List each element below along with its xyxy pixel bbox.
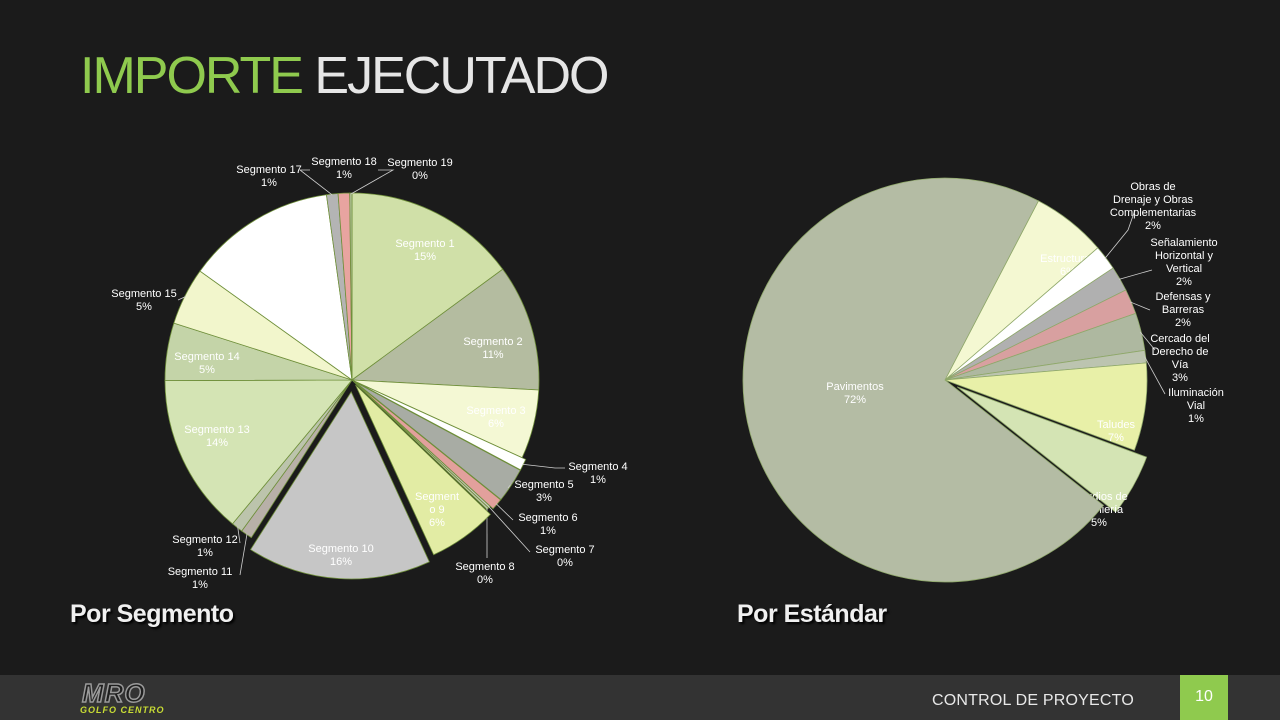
- pie-label-cercado-del-derecho-de-via: Cercado del Derecho de Vía 3%: [1139, 331, 1210, 384]
- pie-chart-por-segmento: Segmento 1 15% Segmento 2 11% Segmento 3 6% Se…: [111, 156, 627, 591]
- footer-text: CONTROL DE PROYECTO: [931, 692, 1134, 709]
- pie-label-obras-de-drenaje-y-obras-complementarias: Obras de Drenaje y Obras Complementarias 2%: [1104, 181, 1197, 259]
- pie-label-text-segmento-9: Segment o 9 6%: [415, 491, 459, 529]
- leader-line-segmento-5: [507, 484, 511, 489]
- leader-line-segmento-15: [177, 296, 186, 301]
- pie-label-segmento-2: Segmento 2 11%: [463, 336, 522, 361]
- pie-label-segmento-15: Segmento 15 5%: [111, 288, 186, 313]
- pie-label-text-segmento-7: Segmento 7 0%: [535, 544, 594, 569]
- leader-line-segmento-12: [237, 526, 241, 544]
- title-word-1: IMPORTE: [80, 47, 304, 105]
- pie-label-text-taludes: Taludes 7%: [1097, 419, 1135, 444]
- pie-label-text-segmento-17: Segmento 17 1%: [236, 164, 301, 189]
- pie-label-text-segmento-12: Segmento 12 1%: [172, 534, 237, 559]
- pie-label-segmento-13: Segmento 13 14%: [184, 424, 249, 449]
- pie-chart-por-estandar: Estructuras 6%Obras de Drenaje y Obras Comp…: [742, 177, 1224, 583]
- pie-label-segmento-17: Segmento 17 1%: [236, 164, 333, 196]
- leader-line-iluminacion-vial: [1144, 356, 1166, 395]
- footer-bar: [0, 675, 1280, 720]
- pie-label-text-segmento-19: Segmento 19 0%: [387, 157, 452, 182]
- pie-label-text-segmento-8: Segmento 8 0%: [455, 561, 514, 586]
- leader-line-defensas-y-barreras: [1130, 301, 1151, 311]
- pie-label-pavimentos: Pavimentos 72%: [826, 381, 884, 406]
- page-number: 10: [1180, 675, 1228, 720]
- pie-label-text-cercado-del-derecho-de-via: Cercado del Derecho de Vía 3%: [1150, 333, 1209, 384]
- pie-label-text-segmento-5: Segmento 5 3%: [514, 479, 573, 504]
- pie-slice-segmento-5: [355, 381, 521, 501]
- logo-main-text: MRO: [81, 677, 146, 709]
- pie-label-text-segmento-18: Segmento 18 1%: [311, 156, 376, 181]
- pie-label-segmento-10: Segmento 10 16%: [308, 543, 373, 568]
- pie-label-segmento-18: Segmento 18 1%: [311, 156, 376, 181]
- pie-label-segmento-7: Segmento 7 0%: [488, 506, 595, 569]
- pie-slice-segmento-16: [199, 194, 353, 381]
- pie-label-segmento-8: Segmento 8 0%: [455, 507, 515, 586]
- leader-line-senalamiento-horizontal-y-vertical: [1118, 269, 1153, 280]
- leader-line-segmento-17: [298, 169, 333, 196]
- pie-label-segmento-3: Segmento 3 6%: [466, 405, 525, 430]
- pie-label-text-segmento-3: Segmento 3 6%: [466, 405, 525, 430]
- pie-slice-segmento-13: [164, 379, 353, 525]
- pie-label-text-senalamiento-horizontal-y-vertical: Señalamiento Horizontal y Vertical 2%: [1150, 237, 1217, 288]
- pie-label-text-segmento-6: Segmento 6 1%: [518, 512, 577, 537]
- slide-title: IMPORTE EJECUTADO: [80, 46, 609, 106]
- leader-line-cercado-del-derecho-de-via: [1139, 331, 1156, 351]
- pie-label-text-iluminacion-vial: Iluminación Vial 1%: [1168, 387, 1224, 425]
- caption-por-estandar: Por Estándar: [737, 600, 887, 628]
- pie-slice-segmento-9: [355, 384, 491, 556]
- logo-sub-text: GOLFO CENTRO: [80, 705, 165, 715]
- pie-label-segmento-11: Segmento 11 1%: [168, 533, 248, 591]
- pie-label-defensas-y-barreras: Defensas y Barreras 2%: [1130, 291, 1211, 329]
- pie-slice-segmento-10: [249, 391, 430, 580]
- pie-label-text-segmento-14: Segmento 14 5%: [174, 351, 239, 376]
- pie-slice-pavimentos: [742, 177, 1104, 583]
- pie-label-segmento-12: Segmento 12 1%: [172, 526, 241, 559]
- pie-label-segmento-5: Segmento 5 3%: [507, 479, 574, 504]
- pie-label-text-pavimentos: Pavimentos 72%: [826, 381, 884, 406]
- pie-label-segmento-19: Segmento 19 0%: [350, 157, 453, 195]
- leader-line-segmento-6: [495, 503, 514, 521]
- caption-por-segmento: Por Segmento: [70, 600, 234, 628]
- pie-label-segmento-9: Segment o 9 6%: [415, 491, 459, 529]
- pie-label-text-obras-de-drenaje-y-obras-complementarias: Obras de Drenaje y Obras Complementarias 2%: [1110, 181, 1197, 232]
- pie-slice-segmento-1: [351, 192, 504, 381]
- pie-slice-taludes: [944, 362, 1148, 451]
- pie-slice-segmento-2: [350, 268, 540, 391]
- pie-label-text-segmento-1: Segmento 1 15%: [395, 238, 454, 263]
- pie-slice-estudios-de-ingenieria: [956, 386, 1148, 513]
- leader-line-segmento-7: [488, 506, 531, 553]
- leader-line-segmento-19: [350, 169, 395, 195]
- pie-label-segmento-1: Segmento 1 15%: [395, 238, 454, 263]
- pie-label-text-segmento-2: Segmento 2 11%: [463, 336, 522, 361]
- pie-label-segmento-6: Segmento 6 1%: [495, 503, 578, 537]
- pie-label-text-segmento-11: Segmento 11 1%: [168, 566, 233, 591]
- title-word-2: EJECUTADO: [314, 47, 609, 105]
- leader-line-segmento-4: [522, 463, 565, 469]
- pie-label-text-segmento-4: Segmento 4 1%: [568, 461, 627, 486]
- pie-label-segmento-14: Segmento 14 5%: [174, 351, 239, 376]
- pie-label-text-defensas-y-barreras: Defensas y Barreras 2%: [1155, 291, 1211, 329]
- pie-label-text-segmento-10: Segmento 10 16%: [308, 543, 373, 568]
- pie-label-text-segmento-15: Segmento 15 5%: [111, 288, 176, 313]
- pie-label-text-segmento-13: Segmento 13 14%: [184, 424, 249, 449]
- leader-line-obras-de-drenaje-y-obras-complementarias: [1104, 209, 1136, 259]
- company-logo: MRO GOLFO CENTRO: [80, 677, 170, 718]
- pie-label-segmento-4: Segmento 4 1%: [522, 461, 628, 486]
- pie-label-taludes: Taludes 7%: [1097, 419, 1135, 444]
- pie-charts: Segmento 1 15% Segmento 2 11% Segmento 3 6% Se…: [111, 156, 1224, 591]
- leader-line-segmento-11: [239, 533, 248, 576]
- pie-label-iluminacion-vial: Iluminación Vial 1%: [1144, 356, 1224, 425]
- pie-label-senalamiento-horizontal-y-vertical: Señalamiento Horizontal y Vertical 2%: [1118, 237, 1218, 288]
